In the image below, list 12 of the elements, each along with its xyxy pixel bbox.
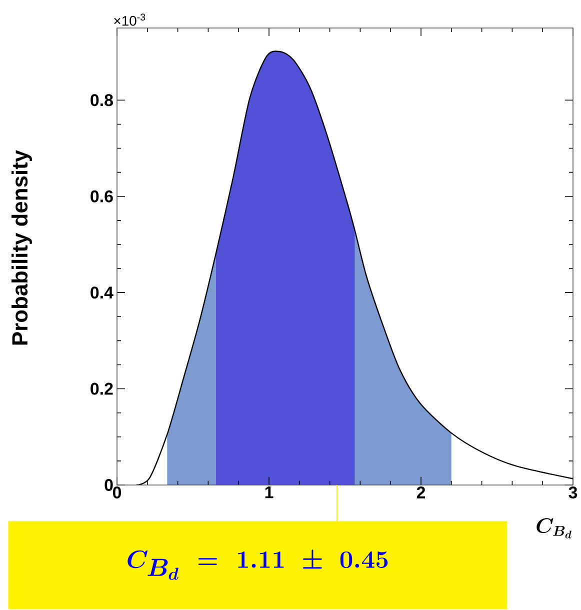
x-tick-label: 2 [416, 486, 426, 498]
y-tick-label: 0.6 [90, 190, 113, 202]
x-tick-label: 0 [112, 486, 122, 499]
x-axis-title: $C_{B_d}$ [536, 518, 572, 538]
y-axis-title: Probability density [12, 150, 32, 345]
x-tick-label: 3 [568, 486, 578, 499]
text: $C_{B_d}\ =\ 1.11\ \pm\ 0.45$ [128, 550, 388, 580]
y-tick-label: 0.4 [90, 286, 114, 299]
text: ×10$^{-3}$ [114, 14, 146, 26]
y-tick-label: 0.2 [90, 382, 113, 395]
y-tick-label: 0.8 [90, 94, 113, 106]
x-tick-label: 1 [265, 486, 274, 498]
